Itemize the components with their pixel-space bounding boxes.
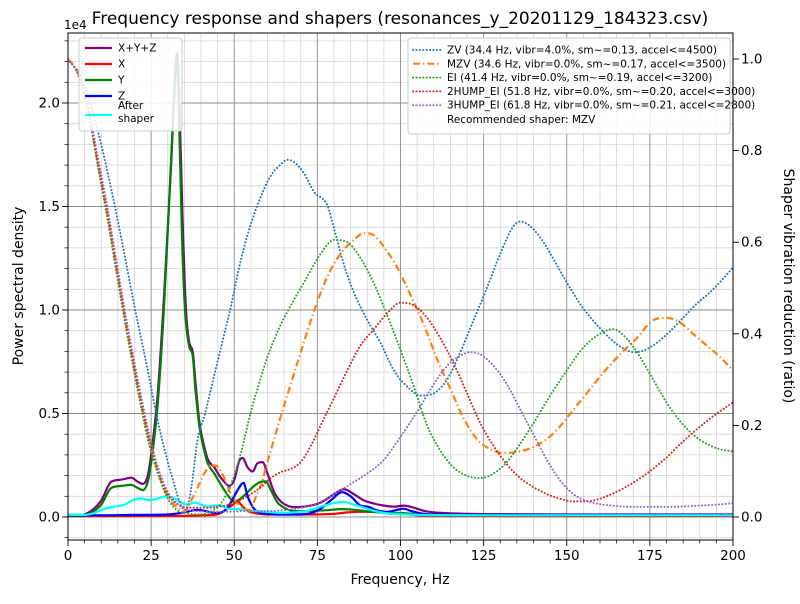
x-tick-label: 50 — [226, 548, 243, 564]
y-left-tick-label: 0.0 — [39, 510, 60, 526]
y-right-tick-label: 0.8 — [741, 143, 762, 159]
y-left-tick-label: 0.5 — [39, 406, 60, 422]
y-right-tick-label: 0.4 — [741, 326, 762, 342]
y-left-tick-label: 1.5 — [39, 199, 60, 215]
tick-labels-layer: 0 25 50 75 100 125 150 175 200 0.0 0.5 1.0 1.5 2.0 0.0… — [39, 52, 763, 565]
x-tick-label: 100 — [388, 548, 414, 564]
x-axis-label: Frequency, Hz — [350, 572, 449, 588]
legend-label: ZV (34.4 Hz, vibr=4.0%, sm~=0.13, accel<… — [447, 45, 717, 57]
chart-title: Frequency response and shapers (resonanc… — [92, 9, 709, 29]
legend-label: 2HUMP_EI (51.8 Hz, vibr=0.0%, sm~=0.20, … — [447, 86, 755, 98]
legend-label: Z — [118, 91, 125, 103]
curve-psd-z — [68, 481, 733, 517]
y-left-tick-label: 2.0 — [39, 96, 60, 112]
legend-label: shaper — [118, 113, 155, 125]
legend-box — [78, 37, 183, 132]
legend-shapers: ZV (34.4 Hz, vibr=4.0%, sm~=0.13, accel<… — [407, 37, 755, 135]
y-right-tick-label: 0.2 — [741, 418, 762, 434]
curve-psd-after-shaper — [68, 495, 733, 517]
legend-label: EI (41.4 Hz, vibr=0.0%, sm~=0.19, accel<… — [447, 72, 712, 84]
y-left-axis-label: Power spectral density — [11, 207, 27, 366]
x-tick-label: 0 — [64, 548, 73, 564]
y-left-offset-label: 1e4 — [64, 18, 87, 32]
y-right-axis-label: Shaper vibration reduction (ratio) — [780, 169, 796, 404]
legend-label: X — [118, 59, 125, 71]
legend-label: After — [118, 100, 144, 112]
x-tick-label: 200 — [720, 548, 746, 564]
x-tick-label: 150 — [554, 548, 580, 564]
y-right-tick-label: 0.6 — [741, 235, 762, 251]
x-tick-label: 125 — [471, 548, 497, 564]
x-tick-label: 25 — [143, 548, 160, 564]
y-left-tick-label: 1.0 — [39, 303, 60, 319]
y-right-tick-label: 1.0 — [741, 52, 762, 68]
curve-shaper-mzv — [68, 58, 733, 513]
legend-box — [407, 37, 731, 135]
curve-shaper-3hump-ei — [68, 58, 733, 513]
legend-label: Y — [117, 75, 125, 87]
x-tick-label: 75 — [309, 548, 326, 564]
x-tick-label: 175 — [637, 548, 663, 564]
legend-label: 3HUMP_EI (61.8 Hz, vibr=0.0%, sm~=0.21, … — [447, 100, 755, 112]
curves-layer — [68, 52, 733, 518]
legend-label: MZV (34.6 Hz, vibr=0.0%, sm~=0.17, accel… — [447, 58, 726, 70]
legend-label: X+Y+Z — [118, 43, 156, 55]
curve-shaper-ei — [68, 58, 733, 516]
legend-recommended-shaper: Recommended shaper: MZV — [447, 114, 596, 126]
y-right-tick-label: 0.0 — [741, 510, 762, 526]
ticks-layer — [62, 40, 739, 546]
